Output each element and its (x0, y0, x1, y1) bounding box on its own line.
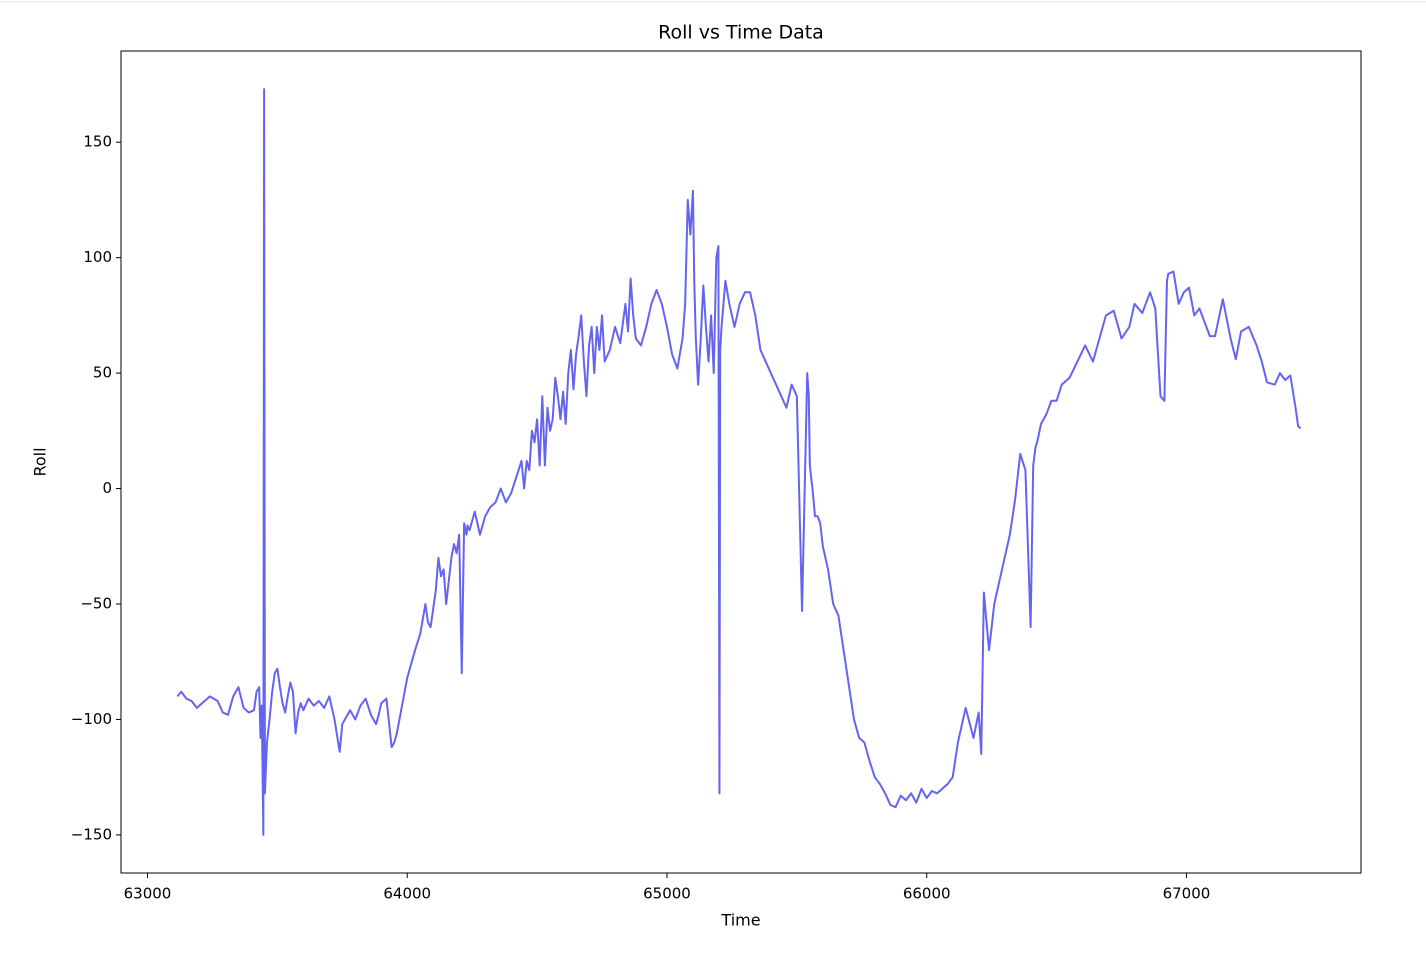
y-tick-label: −100 (71, 710, 112, 728)
y-tick-label: −50 (80, 595, 112, 613)
y-tick-label: 50 (93, 364, 112, 382)
x-tick-label: 64000 (383, 885, 431, 903)
plot-frame (120, 50, 1362, 874)
x-tick-label: 65000 (643, 885, 691, 903)
y-axis-label: Roll (31, 447, 50, 476)
y-tick-label: 100 (83, 248, 112, 266)
x-tick-label: 66000 (903, 885, 951, 903)
y-tick-label: −150 (71, 825, 112, 843)
x-axis-label: Time (720, 911, 760, 930)
data-line (176, 88, 1302, 836)
chart-title: Roll vs Time Data (658, 22, 824, 44)
x-tick-label: 67000 (1163, 885, 1211, 903)
x-tick-label: 63000 (124, 885, 172, 903)
y-tick-label: 150 (83, 133, 112, 151)
y-tick-label: 0 (102, 479, 112, 497)
